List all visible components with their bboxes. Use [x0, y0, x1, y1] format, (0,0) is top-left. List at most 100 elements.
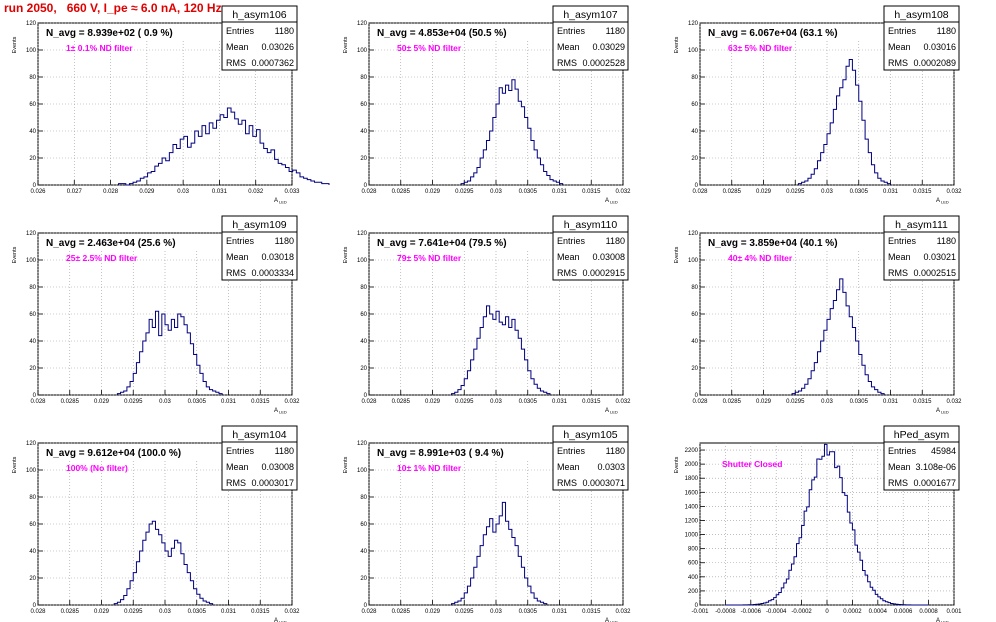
- x-tick-label: 0.0305: [519, 609, 538, 615]
- y-tick-label: 100: [26, 258, 37, 264]
- title-box: [371, 25, 555, 39]
- filter-label: 50± 5% ND filter: [397, 43, 462, 53]
- y-tick-label: 100: [688, 258, 699, 264]
- histogram-panel: 0.028 0.0285 0.029 0.0295 0.03 0.0305 0.031 0.0…: [12, 215, 300, 415]
- x-tick-label: 0.028: [361, 399, 377, 405]
- x-tick-label: 0.0305: [850, 189, 869, 195]
- stats-label: RMS: [888, 478, 908, 488]
- x-tick-label: 0.0315: [582, 399, 601, 405]
- y-tick-label: 100: [688, 48, 699, 54]
- stats-label: Entries: [557, 236, 586, 246]
- x-tick-label: 0.03: [159, 609, 171, 615]
- x-axis-label: ALED: [605, 618, 618, 622]
- y-tick-label: 1200: [685, 518, 699, 524]
- stats-label: Entries: [888, 26, 917, 36]
- y-axis-label: Events: [12, 246, 18, 263]
- x-tick-label: 0.0295: [124, 609, 143, 615]
- x-tick-label: 0.03: [490, 609, 502, 615]
- y-tick-label: 0: [364, 603, 368, 609]
- x-tick-label: 0: [825, 609, 829, 615]
- x-axis-label: ALED: [274, 198, 287, 205]
- y-tick-label: 40: [691, 339, 698, 345]
- x-tick-label: 0.0315: [251, 609, 270, 615]
- y-tick-label: 40: [360, 129, 367, 135]
- histogram-panel: 0.028 0.0285 0.029 0.0295 0.03 0.0305 0.031 0.0…: [343, 215, 631, 415]
- x-tick-label: -0.0004: [766, 609, 787, 615]
- y-tick-label: 20: [29, 366, 36, 372]
- y-tick-label: 60: [29, 312, 36, 318]
- y-tick-label: 0: [695, 603, 699, 609]
- x-tick-label: -0.001: [691, 609, 709, 615]
- y-tick-label: 0: [364, 393, 368, 399]
- y-tick-label: 120: [357, 21, 368, 27]
- stats-label: Mean: [888, 252, 911, 262]
- y-tick-label: 80: [691, 285, 698, 291]
- histogram-line: [791, 278, 885, 395]
- y-tick-label: 20: [29, 156, 36, 162]
- stats-box: [221, 425, 298, 491]
- x-tick-label: 0.0315: [913, 189, 932, 195]
- stats-box: [552, 215, 629, 281]
- x-tick-label: 0.0295: [786, 189, 805, 195]
- y-tick-label: 20: [360, 156, 367, 162]
- stats-label: Entries: [226, 446, 255, 456]
- x-tick-label: 0.031: [221, 399, 237, 405]
- x-axis-label: ALED: [936, 408, 949, 415]
- stats-label: Mean: [226, 252, 249, 262]
- y-tick-label: 1000: [685, 533, 699, 539]
- stats-label: RMS: [226, 58, 246, 68]
- y-tick-label: 120: [26, 231, 37, 237]
- y-tick-label: 80: [29, 75, 36, 81]
- title-box: [40, 445, 224, 459]
- stats-value: 0.0002528: [582, 58, 625, 68]
- x-axis-label: ALED: [274, 618, 287, 622]
- stats-value: 3.108e-06: [915, 462, 956, 472]
- y-tick-label: 100: [26, 48, 37, 54]
- title-box: [702, 235, 886, 249]
- y-tick-label: 60: [360, 522, 367, 528]
- histogram-panel: 0.028 0.0285 0.029 0.0295 0.03 0.0305 0.031 0.0…: [674, 5, 962, 205]
- x-tick-label: 0.032: [248, 189, 264, 195]
- stats-value: 1180: [606, 446, 625, 456]
- y-axis-label: Events: [343, 36, 349, 53]
- x-tick-label: 0.001: [946, 609, 962, 615]
- x-tick-label: 0.032: [946, 399, 962, 405]
- stats-name: h_asym108: [894, 9, 948, 21]
- x-tick-label: 0.028: [692, 189, 708, 195]
- x-tick-label: 0.031: [883, 189, 899, 195]
- n-avg-title: N_avg = 6.067e+04 (63.1 %): [708, 28, 838, 39]
- stats-value: 0.0303: [597, 462, 625, 472]
- y-tick-label: 40: [691, 129, 698, 135]
- stats-label: Mean: [226, 42, 249, 52]
- n-avg-title: N_avg = 2.463e+04 (25.6 %): [46, 238, 176, 249]
- stats-label: Entries: [557, 26, 586, 36]
- y-tick-label: 80: [360, 285, 367, 291]
- x-tick-label: 0.0285: [723, 189, 742, 195]
- x-tick-label: -0.0002: [791, 609, 812, 615]
- stats-label: Entries: [226, 236, 255, 246]
- stats-value: 1180: [275, 26, 294, 36]
- x-tick-label: 0.032: [615, 609, 631, 615]
- y-tick-label: 120: [357, 231, 368, 237]
- stats-value: 1180: [275, 446, 294, 456]
- y-tick-label: 0: [33, 393, 37, 399]
- n-avg-title: N_avg = 9.612e+04 (100.0 %): [46, 448, 181, 459]
- filter-label: Shutter Closed: [722, 459, 782, 469]
- x-tick-label: 0.0305: [188, 399, 207, 405]
- x-tick-label: 0.0002: [843, 609, 862, 615]
- x-tick-label: 0.0004: [869, 609, 888, 615]
- histogram-line: [460, 79, 564, 185]
- histogram-panel: 0.028 0.0285 0.029 0.0295 0.03 0.0305 0.031 0.0…: [343, 5, 631, 205]
- y-tick-label: 20: [29, 576, 36, 582]
- y-axis-label: Events: [12, 456, 18, 473]
- stats-label: RMS: [888, 58, 908, 68]
- y-tick-label: 1800: [685, 476, 699, 482]
- x-tick-label: 0.031: [212, 189, 228, 195]
- stats-box: [883, 215, 960, 281]
- y-tick-label: 20: [691, 366, 698, 372]
- stats-value: 1180: [606, 26, 625, 36]
- x-tick-label: 0.026: [30, 189, 46, 195]
- x-tick-label: 0.028: [103, 189, 119, 195]
- stats-box: [221, 5, 298, 71]
- x-tick-label: 0.03: [177, 189, 189, 195]
